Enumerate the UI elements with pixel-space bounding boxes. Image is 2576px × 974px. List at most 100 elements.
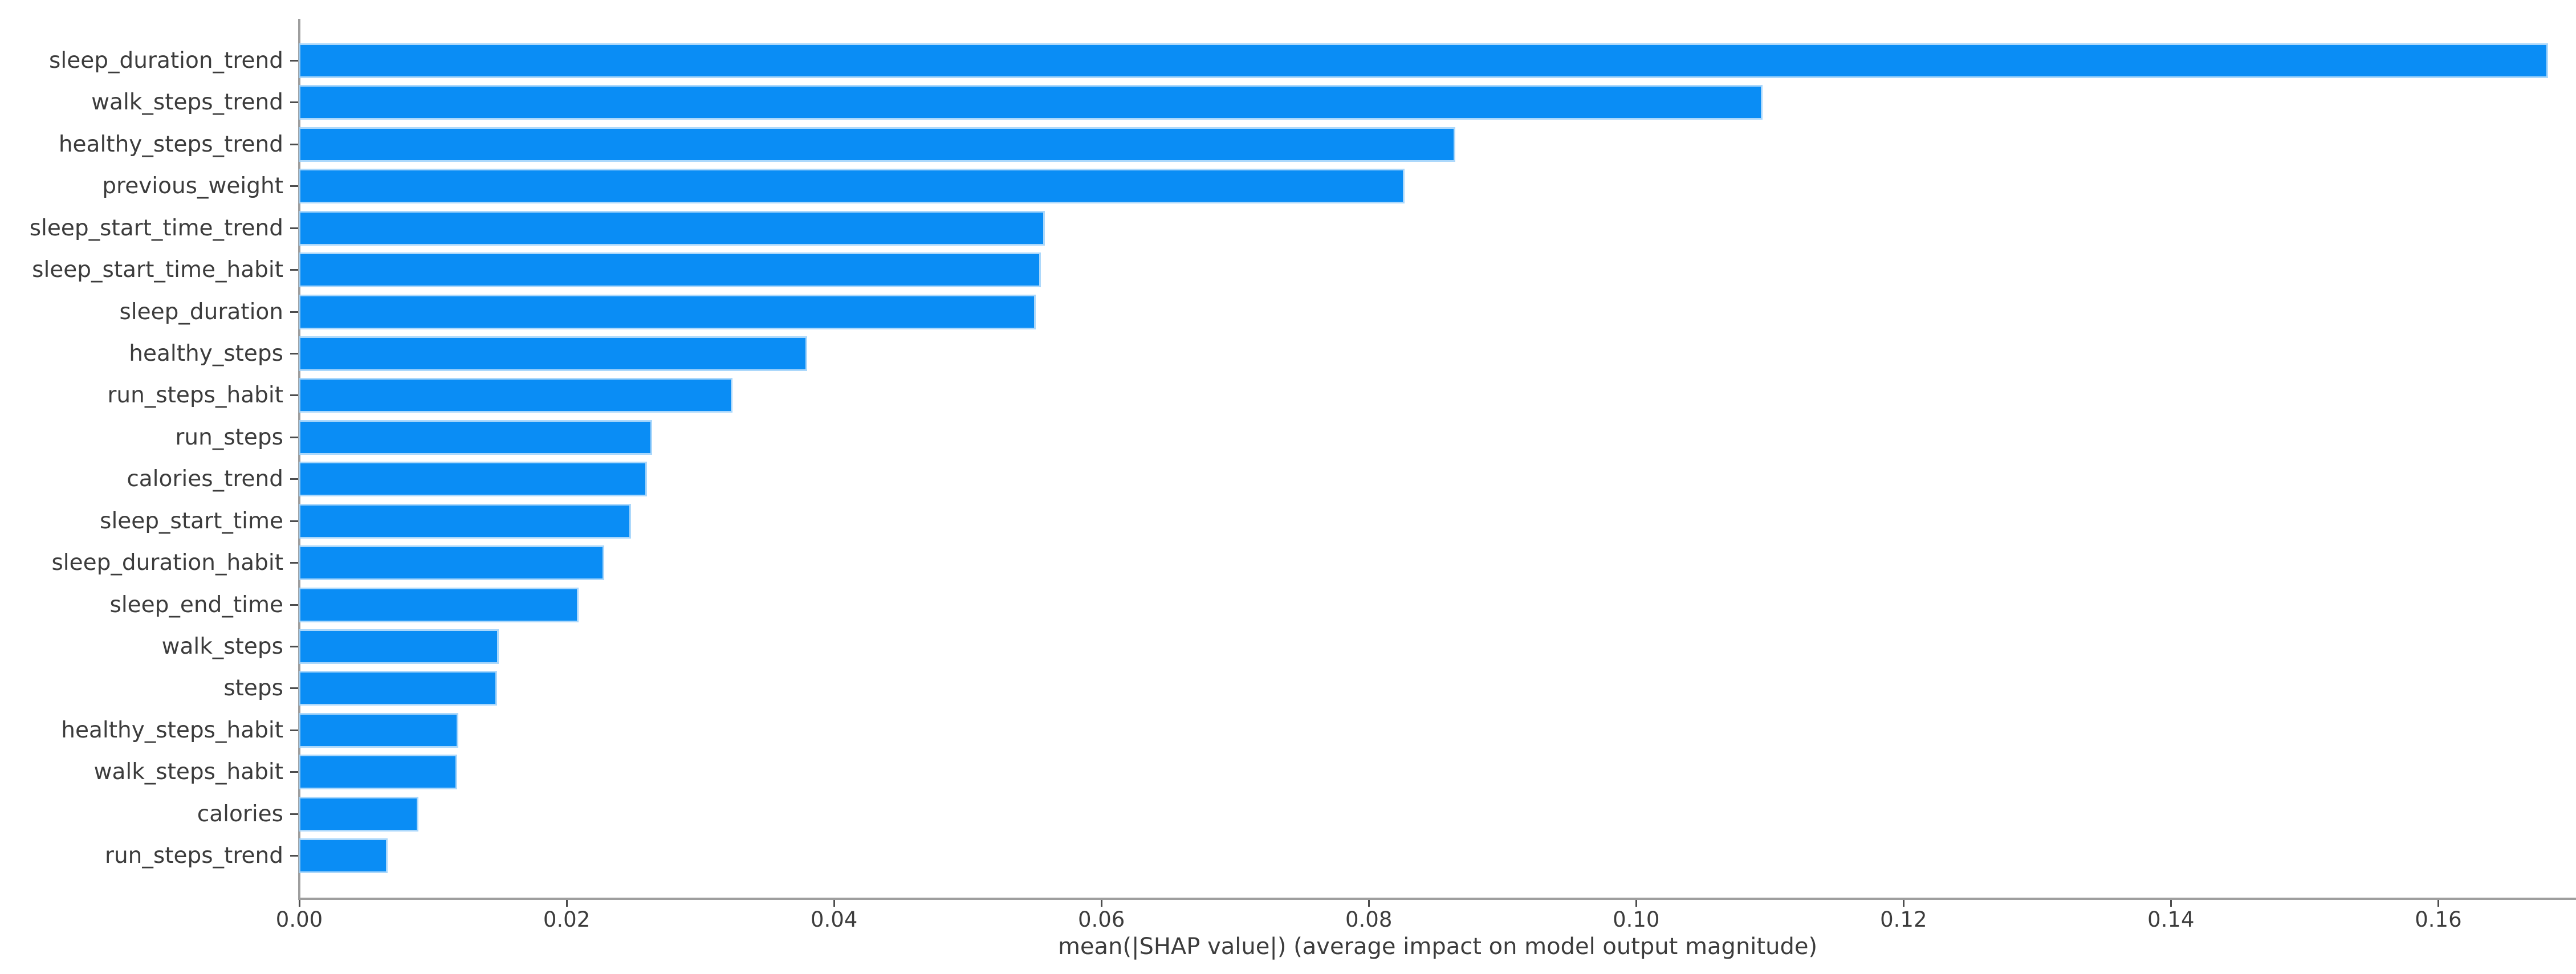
bar-row bbox=[299, 751, 2576, 793]
bar-row bbox=[299, 793, 2576, 835]
bar-sleep_duration_trend bbox=[298, 43, 2549, 78]
y-tick-row bbox=[290, 793, 298, 835]
y-tick-mark bbox=[290, 394, 298, 397]
x-axis-label: mean(|SHAP value|) (average impact on mo… bbox=[1057, 934, 1818, 960]
y-tick-row bbox=[290, 124, 298, 165]
x-tick-mark bbox=[1100, 900, 1102, 907]
plot-area bbox=[298, 19, 2576, 898]
bar-sleep_start_time bbox=[299, 503, 631, 539]
y-tick-row bbox=[290, 500, 298, 542]
x-tick-label: 0.02 bbox=[543, 907, 591, 932]
bar-sleep_start_time_habit bbox=[298, 252, 1041, 288]
bar-sleep_duration bbox=[299, 294, 1036, 329]
y-axis-ticks bbox=[290, 19, 298, 898]
category-label: previous_weight bbox=[102, 173, 283, 199]
y-tick-mark bbox=[290, 771, 298, 773]
y-tick-mark bbox=[290, 855, 298, 857]
y-tick-row bbox=[290, 626, 298, 667]
category-label: sleep_duration_habit bbox=[51, 550, 283, 576]
y-tick-row bbox=[290, 710, 298, 751]
bar-healthy_steps_habit bbox=[298, 712, 459, 748]
category-label: healthy_steps bbox=[129, 340, 283, 366]
x-tick-label: 0.16 bbox=[2415, 907, 2462, 932]
bar-row bbox=[299, 124, 2576, 165]
y-tick-row bbox=[290, 81, 298, 123]
category-label: sleep_duration bbox=[119, 299, 283, 325]
y-tick-mark bbox=[290, 185, 298, 188]
x-tick-mark bbox=[1902, 900, 1904, 907]
y-tick-mark bbox=[290, 562, 298, 564]
y-tick-row bbox=[290, 291, 298, 332]
x-tick-label: 0.06 bbox=[1077, 907, 1125, 932]
category-label: calories bbox=[197, 801, 283, 827]
y-tick-mark bbox=[290, 269, 298, 271]
y-tick-mark bbox=[290, 478, 298, 480]
bar-sleep_start_time_trend bbox=[298, 210, 1045, 246]
bar-row bbox=[299, 500, 2576, 542]
x-tick-mark bbox=[565, 900, 568, 907]
bar-previous_weight bbox=[299, 169, 1405, 204]
bar-healthy_steps bbox=[298, 336, 808, 371]
category-label: sleep_start_time_habit bbox=[32, 257, 283, 283]
y-tick-mark bbox=[290, 311, 298, 313]
y-tick-row bbox=[290, 751, 298, 793]
bar-calories bbox=[299, 796, 418, 832]
x-tick-label: 0.04 bbox=[810, 907, 858, 932]
category-label: calories_trend bbox=[127, 466, 283, 492]
bar-row bbox=[298, 584, 2576, 625]
bar-row bbox=[298, 417, 2576, 458]
category-label: healthy_steps_habit bbox=[61, 717, 283, 743]
bar-sleep_duration_habit bbox=[299, 545, 604, 581]
category-label: walk_steps bbox=[161, 634, 283, 660]
bar-row bbox=[298, 710, 2576, 751]
y-tick-mark bbox=[290, 143, 298, 145]
bar-run_steps_habit bbox=[299, 378, 732, 413]
bar-row bbox=[298, 249, 2576, 291]
x-tick-label: 0.10 bbox=[1613, 907, 1660, 932]
x-tick-mark bbox=[2437, 900, 2439, 907]
y-tick-row bbox=[290, 374, 298, 416]
y-tick-mark bbox=[290, 227, 298, 229]
y-tick-mark bbox=[290, 101, 298, 104]
bar-healthy_steps_trend bbox=[299, 127, 1455, 162]
bar-row bbox=[298, 207, 2576, 248]
category-label: walk_steps_habit bbox=[93, 759, 283, 785]
bar-row bbox=[298, 333, 2576, 374]
x-tick-mark bbox=[833, 900, 835, 907]
category-label: sleep_duration_trend bbox=[49, 47, 283, 74]
y-tick-row bbox=[290, 333, 298, 374]
x-tick-mark bbox=[1368, 900, 1370, 907]
x-tick-mark bbox=[298, 900, 300, 907]
y-tick-mark bbox=[290, 687, 298, 690]
y-tick-mark bbox=[290, 352, 298, 354]
category-label: run_steps_habit bbox=[107, 382, 283, 409]
x-tick-label: 0.12 bbox=[1880, 907, 1927, 932]
bar-row bbox=[299, 165, 2576, 207]
y-tick-row bbox=[290, 417, 298, 458]
bar-run_steps bbox=[298, 419, 653, 455]
bar-walk_steps bbox=[299, 629, 499, 665]
category-label: run_steps bbox=[175, 424, 283, 450]
y-tick-row bbox=[290, 835, 298, 877]
category-label: healthy_steps_trend bbox=[58, 131, 283, 157]
bar-row bbox=[298, 835, 2576, 877]
bar-run_steps_trend bbox=[298, 838, 388, 874]
x-tick-label: 0.00 bbox=[275, 907, 323, 932]
y-tick-mark bbox=[290, 813, 298, 815]
x-tick-mark bbox=[2170, 900, 2172, 907]
category-label: sleep_start_time_trend bbox=[29, 215, 283, 241]
y-tick-mark bbox=[290, 604, 298, 606]
category-label: walk_steps_trend bbox=[91, 89, 283, 116]
bar-row bbox=[299, 374, 2576, 416]
bar-row bbox=[299, 626, 2576, 667]
x-axis-spine bbox=[298, 898, 2576, 900]
y-tick-row bbox=[290, 40, 298, 81]
y-tick-mark bbox=[290, 729, 298, 731]
bar-steps bbox=[298, 671, 498, 706]
category-label: sleep_end_time bbox=[109, 592, 283, 618]
y-tick-mark bbox=[290, 59, 298, 62]
bar-row bbox=[299, 542, 2576, 584]
bar-calories_trend bbox=[299, 462, 647, 497]
